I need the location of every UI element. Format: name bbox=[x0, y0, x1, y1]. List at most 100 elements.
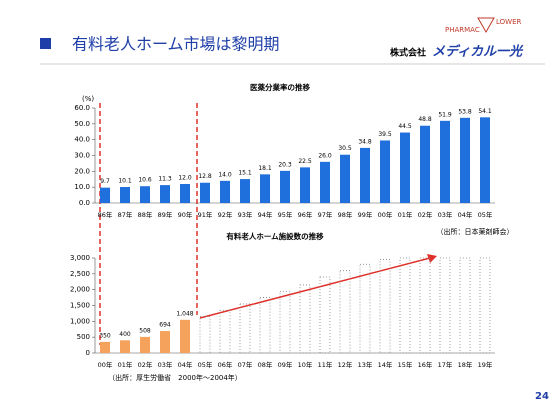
x-tick-label: 14年 bbox=[378, 360, 393, 369]
value-label: 15.1 bbox=[238, 170, 252, 177]
logo-mark bbox=[477, 17, 495, 34]
x-tick-label: 03年 bbox=[438, 210, 453, 219]
y-tick-label: 60.0 bbox=[74, 104, 90, 112]
bar bbox=[180, 184, 190, 203]
x-tick-label: 02年 bbox=[418, 210, 433, 219]
bar bbox=[160, 185, 170, 203]
bar bbox=[140, 336, 150, 353]
value-label: 350 bbox=[99, 332, 111, 339]
y-tick-label: 40.0 bbox=[74, 136, 90, 144]
x-tick-label: 96年 bbox=[298, 210, 313, 219]
y-unit: (%) bbox=[82, 95, 94, 103]
value-label: 20.3 bbox=[278, 161, 292, 168]
value-label: 30.5 bbox=[338, 145, 352, 152]
bar bbox=[260, 174, 270, 203]
y-tick-label: 500 bbox=[77, 333, 90, 341]
arrow-head bbox=[427, 254, 437, 263]
y-tick-label: 30.0 bbox=[74, 152, 90, 160]
bar bbox=[339, 270, 351, 354]
bar bbox=[319, 276, 331, 354]
chart-title: 医薬分業率の推移 bbox=[250, 82, 310, 92]
value-label: 51.9 bbox=[438, 111, 452, 118]
bar bbox=[280, 170, 290, 203]
value-label: 400 bbox=[119, 331, 131, 338]
x-tick-label: 17年 bbox=[438, 360, 453, 369]
y-tick-label: 0 bbox=[86, 349, 90, 357]
value-label: 10.1 bbox=[118, 178, 132, 185]
bar bbox=[160, 331, 170, 353]
x-tick-label: 86年 bbox=[98, 210, 113, 219]
bar bbox=[100, 187, 110, 203]
value-label: 508 bbox=[139, 327, 151, 334]
x-tick-label: 05年 bbox=[478, 210, 493, 219]
y-tick-label: 20.0 bbox=[74, 167, 90, 175]
value-label: 694 bbox=[159, 322, 171, 329]
value-label: 12.0 bbox=[178, 175, 192, 182]
page-number: 24 bbox=[535, 391, 549, 402]
value-label: 48.8 bbox=[418, 116, 432, 123]
x-tick-label: 00年 bbox=[378, 210, 393, 219]
x-tick-label: 99年 bbox=[358, 210, 373, 219]
x-tick-label: 93年 bbox=[238, 210, 253, 219]
y-tick-label: 3,000 bbox=[70, 254, 90, 262]
bar bbox=[379, 259, 391, 354]
x-tick-label: 89年 bbox=[158, 210, 173, 219]
x-tick-label: 94年 bbox=[258, 210, 273, 219]
x-tick-label: 03年 bbox=[158, 360, 173, 369]
logo-text: LOWER bbox=[496, 18, 522, 26]
company-name: メディカル一光 bbox=[432, 44, 524, 60]
bar bbox=[340, 154, 350, 203]
bar bbox=[419, 257, 431, 354]
source-note: （出所：厚生労働省 2000年～2004年） bbox=[108, 373, 242, 382]
value-label: 22.5 bbox=[298, 158, 312, 165]
y-tick-label: 50.0 bbox=[74, 120, 90, 128]
bar bbox=[200, 182, 210, 203]
x-tick-label: 10年 bbox=[298, 360, 313, 369]
bar bbox=[399, 257, 411, 354]
y-tick-label: 2,500 bbox=[70, 270, 90, 278]
x-tick-label: 95年 bbox=[278, 210, 293, 219]
bar bbox=[360, 147, 370, 203]
x-tick-label: 87年 bbox=[118, 210, 133, 219]
bar bbox=[279, 290, 291, 354]
bar bbox=[420, 125, 430, 203]
x-tick-label: 02年 bbox=[138, 360, 153, 369]
bar bbox=[100, 341, 110, 353]
x-tick-label: 19年 bbox=[478, 360, 493, 369]
bar bbox=[219, 309, 231, 354]
value-label: 34.8 bbox=[358, 138, 372, 145]
bar bbox=[140, 186, 150, 203]
y-tick-label: 1,000 bbox=[70, 317, 90, 325]
bar bbox=[239, 303, 251, 354]
logo-text: PHARMAC bbox=[445, 26, 480, 34]
bar bbox=[400, 132, 410, 203]
slide-title: 有料老人ホーム市場は黎明期 bbox=[72, 35, 280, 54]
y-tick-label: 10.0 bbox=[74, 183, 90, 191]
x-tick-label: 92年 bbox=[218, 210, 233, 219]
bar bbox=[320, 161, 330, 203]
bar bbox=[120, 340, 130, 353]
bar bbox=[480, 117, 490, 203]
x-tick-label: 01年 bbox=[118, 360, 133, 369]
value-label: 54.1 bbox=[478, 108, 492, 115]
value-label: 44.5 bbox=[398, 123, 412, 130]
value-label: 53.8 bbox=[458, 108, 472, 115]
bar bbox=[199, 316, 211, 354]
trend-arrow bbox=[199, 257, 431, 319]
bar bbox=[460, 117, 470, 203]
x-tick-label: 04年 bbox=[178, 360, 193, 369]
x-tick-label: 90年 bbox=[178, 210, 193, 219]
value-label: 10.6 bbox=[138, 177, 152, 184]
bar bbox=[299, 284, 311, 354]
bar bbox=[120, 187, 130, 203]
source-note: （出所：日本薬剤師会） bbox=[437, 227, 514, 236]
value-label: 18.1 bbox=[258, 165, 272, 172]
value-label: 39.5 bbox=[378, 131, 392, 138]
company-prefix: 株式会社 bbox=[390, 47, 426, 59]
bar bbox=[220, 180, 230, 203]
x-tick-label: 13年 bbox=[358, 360, 373, 369]
x-tick-label: 05年 bbox=[198, 360, 213, 369]
bar bbox=[440, 120, 450, 203]
value-label: 12.8 bbox=[198, 173, 212, 180]
